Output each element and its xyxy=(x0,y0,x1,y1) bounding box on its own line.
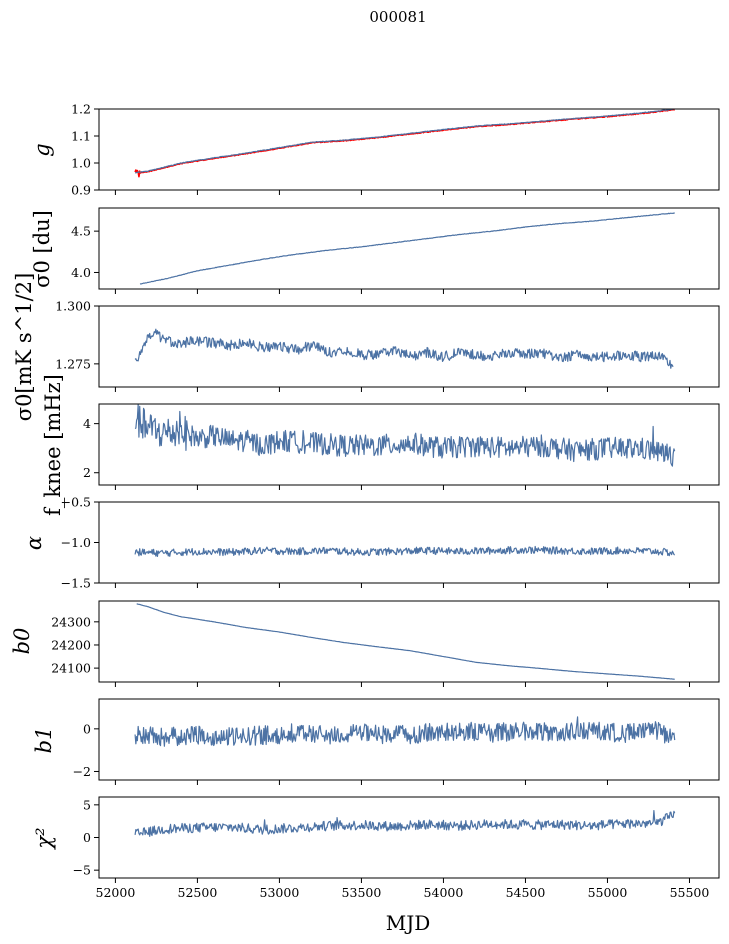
axes-frame-b1 xyxy=(98,698,720,781)
panel-sigma0-du: σ0 [du] xyxy=(30,210,54,288)
y-tick-label-b0: 24300 xyxy=(51,614,91,629)
panel-b1-plot: −2 0 xyxy=(73,698,720,785)
series-sigma0-mk xyxy=(134,328,674,369)
y-tick-label-sigma0-du: 4.0 xyxy=(71,265,91,280)
axes-frame-chi2 xyxy=(98,796,720,879)
y-axis-label-gain: g xyxy=(30,143,54,156)
y-tick-label-fknee: 4 xyxy=(83,416,91,431)
series-alpha xyxy=(134,545,676,557)
y-tick-label-alpha: −0.5 xyxy=(61,495,91,510)
y-tick-label-sigma0-du: 4.5 xyxy=(71,224,91,239)
y-tick-label-gain: 1.2 xyxy=(71,102,91,117)
y-tick-label-b1: 0 xyxy=(83,721,91,736)
panel-alpha: α xyxy=(22,536,46,550)
series-sigma0-du xyxy=(139,212,675,285)
x-tick-label: 55000 xyxy=(588,885,628,900)
y-axis-label-alpha: α xyxy=(22,536,46,550)
axes-frame-b0 xyxy=(98,600,720,683)
y-tick-label-chi2: 5 xyxy=(83,797,91,812)
y-axis-label-sigma0-du: σ0 [du] xyxy=(30,210,54,288)
y-axis-label-b0: b0 xyxy=(10,628,34,655)
y-tick-label-chi2: 0 xyxy=(83,830,91,845)
panel-b0: b0 xyxy=(10,628,34,655)
x-tick-label: 53500 xyxy=(342,885,382,900)
y-tick-label-gain: 0.9 xyxy=(71,183,91,198)
axes-frame-sigma0-du xyxy=(98,207,720,290)
axes-frame-gain xyxy=(98,108,720,191)
x-tick-label: 52000 xyxy=(96,885,136,900)
x-tick-label: 54000 xyxy=(424,885,464,900)
y-axis-label-chi2: χ² xyxy=(32,827,56,850)
y-tick-label-b0: 24100 xyxy=(51,661,91,676)
y-tick-label-gain: 1.1 xyxy=(71,129,91,144)
series-b0 xyxy=(136,603,675,680)
y-axis-label-b1: b1 xyxy=(32,727,56,754)
x-tick-label: 53000 xyxy=(260,885,300,900)
panel-chi2-plot: −5 0 5 52000 52500 53000 53500 54000 54500 55000 5… xyxy=(73,796,720,900)
series-gain-fit xyxy=(134,109,675,178)
panel-sigma0-du-plot: 4.0 4.5 xyxy=(71,207,720,294)
axes-frame-sigma0-mk xyxy=(98,305,720,388)
y-tick-label-gain: 1.0 xyxy=(71,156,91,171)
panel-alpha-plot: −1.5 −1.0 −0.5 xyxy=(61,495,720,591)
y-tick-label-alpha: −1.0 xyxy=(61,535,91,550)
y-axis-label-sigma0-mk: σ0[mK s^1/2] xyxy=(12,273,36,422)
figure-title: 000081 xyxy=(369,8,426,26)
series-gain xyxy=(135,109,675,174)
y-tick-label-fknee: 2 xyxy=(83,465,91,480)
y-tick-label-chi2: −5 xyxy=(73,863,91,878)
panel-chi2: χ² xyxy=(32,827,56,850)
y-axis-label-fknee: f_knee [mHz] xyxy=(41,374,65,516)
axes-frame-alpha xyxy=(98,501,720,584)
panel-sigma0-mk: σ0[mK s^1/2] xyxy=(12,273,36,422)
panel-gain: g xyxy=(30,143,54,156)
y-tick-label-b0: 24200 xyxy=(51,637,91,652)
panel-fknee: f_knee [mHz] xyxy=(41,374,65,516)
panel-b0-plot: 24100 24200 24300 xyxy=(51,600,720,687)
x-tick-label: 55500 xyxy=(670,885,710,900)
y-tick-label-alpha: −1.5 xyxy=(61,576,91,591)
y-tick-label-sigma0-mk: 1.300 xyxy=(55,299,91,314)
x-tick-label: 52500 xyxy=(178,885,218,900)
panel-b1: b1 xyxy=(32,727,56,754)
y-tick-label-b1: −2 xyxy=(73,764,91,779)
panel-gain-plot: 0.9 1.0 1.1 1.2 xyxy=(71,102,720,198)
series-fknee xyxy=(134,404,676,467)
x-tick-label: 54500 xyxy=(506,885,546,900)
x-axis-label: MJD xyxy=(386,911,431,935)
series-b1 xyxy=(134,716,676,747)
series-chi2 xyxy=(134,809,676,837)
panel-fknee-plot: 24 xyxy=(83,403,720,490)
axes-frame-fknee xyxy=(98,403,720,486)
panel-sigma0-mk-plot: 1.275 1.300 xyxy=(55,299,720,392)
y-tick-label-sigma0-mk: 1.275 xyxy=(55,356,91,371)
